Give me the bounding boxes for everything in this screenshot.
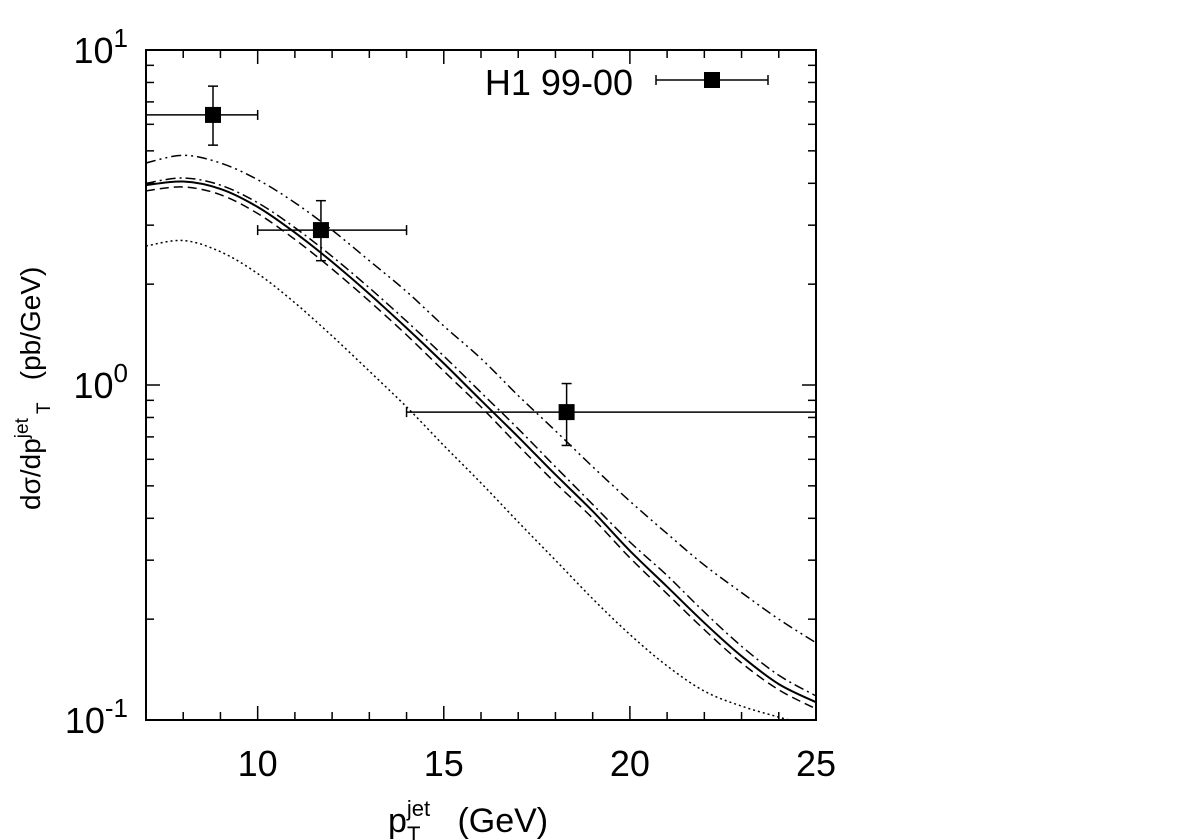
series-line-1 <box>146 177 816 697</box>
x-tick-label: 10 <box>238 743 278 784</box>
y-tick-label: 101 <box>73 23 128 71</box>
theory-curves <box>146 154 816 720</box>
legend-label: H1 99-00 <box>485 62 633 103</box>
plot-frame <box>145 49 817 721</box>
data-points <box>145 85 817 447</box>
data-point-0 <box>205 106 221 123</box>
x-axis-label: pjet T (GeV) <box>388 796 548 840</box>
legend: H1 99-00 <box>485 62 769 103</box>
x-tick-label: 20 <box>610 743 650 784</box>
x-tick-label: 25 <box>796 743 836 784</box>
y-axis-label: dσ/dpjetT (pb/GeV) <box>12 267 55 510</box>
data-point-2 <box>558 404 575 421</box>
series-line-4 <box>146 239 792 720</box>
x-tick-label: 15 <box>424 743 464 784</box>
y-tick-label: 10-1 <box>65 693 128 741</box>
series-line-0 <box>146 154 816 644</box>
data-point-1 <box>312 222 329 239</box>
legend-marker <box>704 72 720 88</box>
series-line-3 <box>146 186 816 710</box>
axis-ticks <box>145 50 817 721</box>
y-tick-label: 100 <box>73 358 128 406</box>
axis-labels: 10 15 20 25 10-1 100 101 pjet T (GeV) dσ/dpjetT (… <box>12 23 836 840</box>
series-line-2 <box>146 180 816 704</box>
